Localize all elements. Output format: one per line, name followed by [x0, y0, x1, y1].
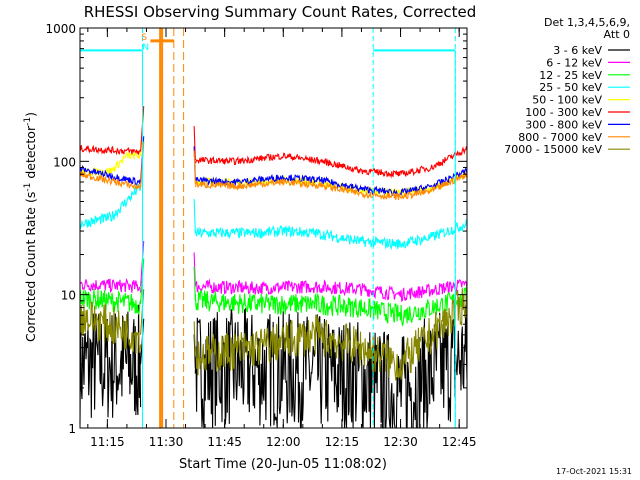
series-800-to-7000kev-post [194, 171, 468, 201]
series-7000-to-15000kev-post [194, 283, 468, 381]
x-tick-label-1: 11:30 [149, 435, 184, 449]
legend-label-50-to-100kev: 50 - 100 keV [532, 94, 602, 107]
legend-label-100-to-300kev: 100 - 300 keV [525, 106, 602, 119]
legend-label-6-to-12kev: 6 - 12 keV [546, 56, 602, 69]
series-12-to-25kev-post [194, 287, 468, 327]
series-6-to-12kev-pre [79, 277, 142, 294]
x-axis-label: Start Time (20-Jun-05 11:08:02) [179, 457, 387, 472]
legend-label-12-to-25kev: 12 - 25 keV [539, 69, 602, 82]
x-tick-label-6: 12:45 [442, 435, 477, 449]
series-800-to-7000kev-pre [79, 171, 142, 191]
legend-label-300-to-800kev: 300 - 800 keV [525, 118, 602, 131]
y-tick-label-3: 1000 [45, 22, 76, 36]
legend-label-3-to-6kev: 3 - 6 keV [553, 44, 602, 57]
series-50-to-100kev-pre [79, 151, 142, 177]
series-300-to-800kev-post [194, 167, 468, 197]
y-axis-label: Corrected Count Rate (s-1 detector-1) [23, 112, 38, 342]
series-100-to-300kev-post [195, 145, 468, 179]
series-25-to-50kev-pre [79, 183, 142, 230]
y-tick-label-2: 100 [53, 155, 76, 169]
plot-frame [79, 27, 468, 429]
legend-label-25-to-50kev: 25 - 50 keV [539, 81, 602, 94]
spike-100-to-300kev-fall [193, 126, 196, 161]
plot-area: SN 1 10 100 1000 11:15 11:30 11:45 12:00 12:15 12:… [45, 22, 476, 449]
y-tick-label-1: 10 [61, 289, 76, 303]
series-6-to-12kev-post [194, 278, 468, 303]
series-12-to-25kev-pre [79, 288, 142, 316]
legend-label-800-to-7000kev: 800 - 7000 keV [518, 131, 602, 144]
series-25-to-50kev-post [194, 219, 468, 251]
series-3-to-6kev-pre [79, 304, 142, 425]
spike-7000-to-15000kev-fall [193, 321, 196, 356]
x-tick-label-3: 12:00 [266, 435, 301, 449]
spike-25-to-50kev-fall [193, 198, 196, 234]
x-tick-label-4: 12:15 [325, 435, 360, 449]
footer-date: 17-Oct-2021 15:31 [556, 467, 632, 476]
y-tick-label-0: 1 [68, 422, 76, 436]
legend-header-line-2: Att 0 [604, 28, 630, 41]
x-tick-label-5: 12:30 [383, 435, 418, 449]
flag-label-n: N [142, 43, 149, 53]
spike-12-to-25kev-fall [193, 266, 196, 301]
series-3-to-6kev-post [194, 305, 468, 429]
flag-label-s: S [141, 33, 147, 43]
series-300-to-800kev-pre [79, 164, 142, 185]
legend-label-7000-to-15000kev: 7000 - 15000 keV [504, 143, 602, 156]
x-tick-label-2: 11:45 [207, 435, 242, 449]
legend-header-line-1: Det 1,3,4,5,6,9, [544, 16, 630, 29]
series-100-to-300kev-pre [79, 144, 142, 156]
x-tick-label-0: 11:15 [90, 435, 125, 449]
chart-title: RHESSI Observing Summary Count Rates, Co… [84, 3, 477, 21]
spike-800-to-7000kev-fall [193, 150, 196, 185]
series-7000-to-15000kev-pre [79, 301, 142, 354]
